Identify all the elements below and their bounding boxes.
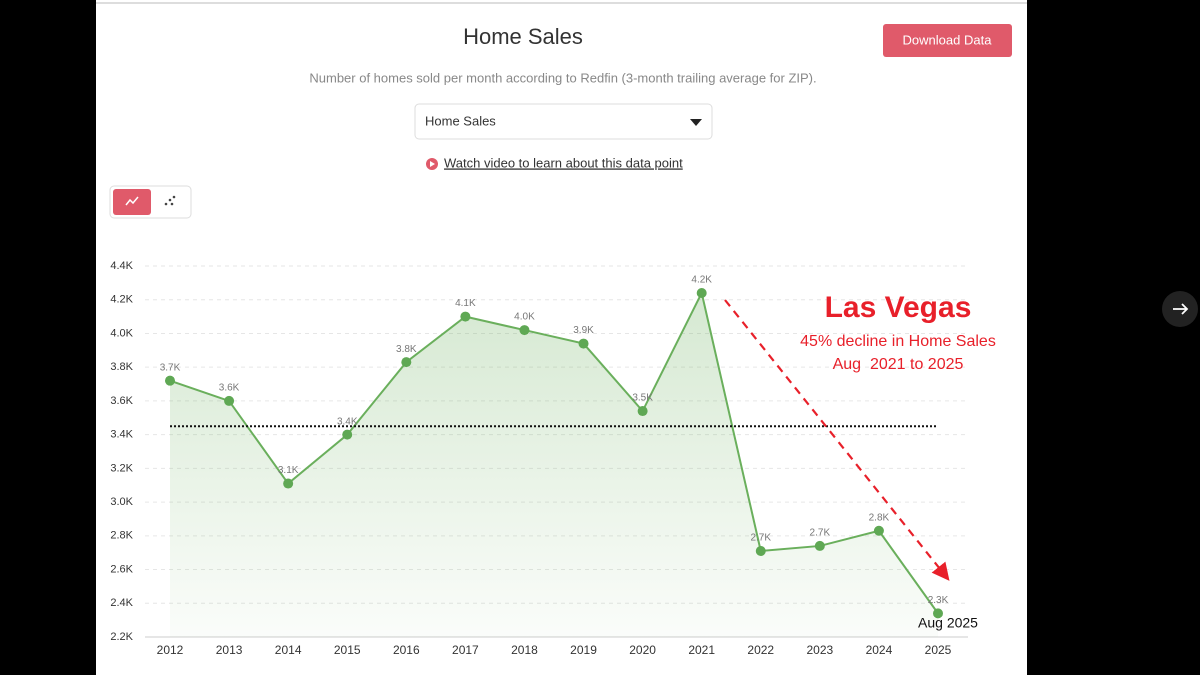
play-triangle xyxy=(430,161,435,167)
y-tick-label: 4.0K xyxy=(110,327,133,339)
value-label: 4.0K xyxy=(514,312,535,323)
y-tick-label: 2.8K xyxy=(110,530,133,542)
next-arrow xyxy=(1173,303,1189,315)
x-tick-label: 2014 xyxy=(275,643,302,657)
point xyxy=(342,429,353,440)
point xyxy=(165,375,175,386)
x-tick-label: 2018 xyxy=(511,643,538,657)
value-label: 3.5K xyxy=(632,393,653,404)
y-tick-label: 2.4K xyxy=(110,597,133,609)
x-tick-label: 2020 xyxy=(629,643,656,657)
x-tick-label: 2024 xyxy=(866,643,893,657)
dot-icon xyxy=(168,198,172,202)
chart: 2.2K 2.4K 2.6K 2.8K 3.0K 3.2K 3.4K 3.6K 3.8K 4.0K… xyxy=(110,260,968,657)
x-tick-label: 2019 xyxy=(570,643,597,657)
dropdown-box xyxy=(414,103,713,140)
point xyxy=(578,338,589,349)
value-label: 3.1K xyxy=(278,465,299,476)
value-label: 2.3K xyxy=(928,595,949,606)
x-tick-label: 2017 xyxy=(452,643,479,657)
x-tick-label: 2012 xyxy=(157,643,184,657)
point xyxy=(460,311,471,322)
x-tick-label: 2021 xyxy=(688,643,715,657)
value-label: 3.8K xyxy=(396,344,417,355)
y-tick-label: 3.8K xyxy=(110,361,133,373)
value-label: 3.4K xyxy=(337,416,358,427)
dropdown[interactable]: Home Sales xyxy=(414,103,713,140)
button-bg xyxy=(883,24,1012,57)
line-view-button[interactable] xyxy=(113,189,151,215)
line xyxy=(169,290,939,614)
y-tick-label: 3.4K xyxy=(110,429,133,441)
y-tick-label: 3.2K xyxy=(110,462,133,474)
download-button[interactable]: Download Data xyxy=(883,24,1012,57)
y-tick-label: 3.0K xyxy=(110,496,133,508)
x-tick-label: 2016 xyxy=(393,643,420,657)
decline-arrow xyxy=(724,299,950,581)
dropdown-caret xyxy=(690,119,702,126)
subtitle: Number of homes sold per month according… xyxy=(309,70,816,85)
point xyxy=(519,325,530,336)
point xyxy=(814,540,825,551)
value-label: 3.7K xyxy=(160,362,181,373)
decline-annotation: 45% decline in Home Sales xyxy=(800,333,996,350)
last-point-annotation: Aug 2025 xyxy=(918,615,978,631)
line-icon xyxy=(125,196,139,206)
dot-icon xyxy=(170,202,174,206)
button-label: Download Data xyxy=(903,32,993,47)
x-tick-label: 2025 xyxy=(925,643,952,657)
y-tick-label: 4.4K xyxy=(110,260,133,272)
y-tick-label: 3.6K xyxy=(110,395,133,407)
area xyxy=(170,292,938,637)
city-annotation: Las Vegas xyxy=(825,291,972,324)
y-tick-label: 2.6K xyxy=(110,563,133,575)
dot-icon xyxy=(164,202,168,206)
x-tick-label: 2013 xyxy=(216,643,243,657)
dropdown-label: Home Sales xyxy=(425,113,496,128)
point xyxy=(933,608,943,619)
point xyxy=(637,406,648,417)
point xyxy=(873,525,884,536)
point xyxy=(283,478,294,489)
point xyxy=(696,287,707,298)
value-label: 4.2K xyxy=(691,275,712,286)
dot-icon xyxy=(172,195,176,199)
video-link-text: Watch video to learn about this data poi… xyxy=(444,155,683,170)
point xyxy=(224,395,235,406)
value-label: 4.1K xyxy=(455,298,476,309)
scatter-view-button[interactable] xyxy=(164,195,176,206)
x-tick-label: 2022 xyxy=(747,643,774,657)
value-label: 3.9K xyxy=(573,325,594,336)
point xyxy=(755,545,766,556)
value-label: 3.6K xyxy=(219,383,240,394)
video-link[interactable]: Watch video to learn about this data poi… xyxy=(426,155,683,170)
value-label: 2.8K xyxy=(869,512,890,523)
value-label: 2.7K xyxy=(750,533,771,544)
period-annotation: Aug 2021 to 2025 xyxy=(833,356,964,373)
value-label: 2.7K xyxy=(810,528,831,539)
x-tick-label: 2023 xyxy=(806,643,833,657)
y-tick-label: 2.2K xyxy=(110,631,133,643)
y-tick-label: 4.2K xyxy=(110,294,133,306)
next-button[interactable] xyxy=(1162,291,1198,327)
x-tick-label: 2015 xyxy=(334,643,361,657)
title: Home Sales xyxy=(463,24,583,49)
point xyxy=(401,357,412,368)
